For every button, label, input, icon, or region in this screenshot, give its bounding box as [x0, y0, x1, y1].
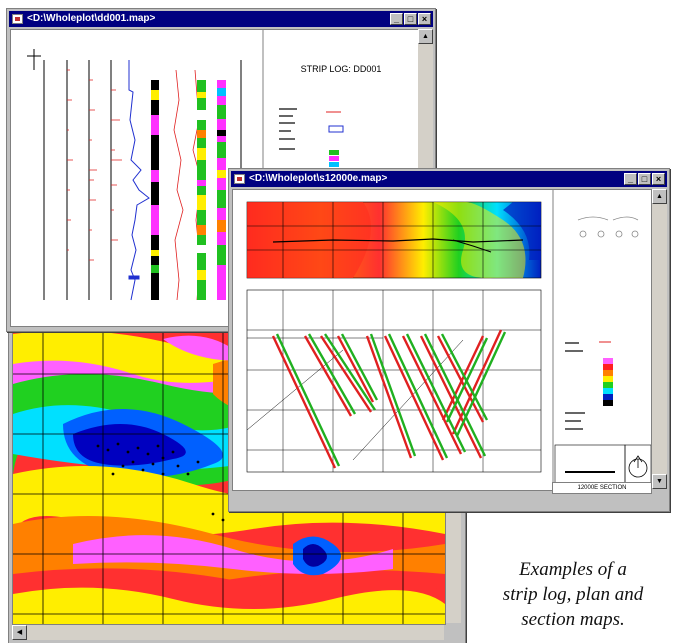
lithology-column-3: [217, 80, 226, 300]
section-maximize-button[interactable]: □: [638, 173, 651, 185]
plan-map-scroll-left-button[interactable]: ◀: [12, 625, 27, 640]
caption-line-2: strip log, plan and: [502, 584, 644, 605]
section-window: <D:\Wholeplot\s12000e.map> _ □ ×: [228, 168, 670, 512]
section-color-legend: [603, 358, 613, 406]
app-icon: [12, 14, 23, 24]
plan-map-horizontal-scrollbar[interactable]: ◀: [12, 625, 444, 640]
strip-log-minimize-button[interactable]: _: [390, 13, 403, 25]
strip-log-close-button[interactable]: ×: [418, 13, 431, 25]
section-image: [233, 190, 651, 490]
crosshair-cursor-icon: [27, 49, 41, 70]
lithology-column-1: [151, 80, 159, 300]
section-canvas[interactable]: [232, 189, 652, 491]
strip-log-scroll-up-button[interactable]: ▲: [418, 29, 433, 44]
strip-log-maximize-button[interactable]: □: [404, 13, 417, 25]
lithology-column-2: [197, 80, 206, 300]
section-scroll-down-button[interactable]: ▼: [652, 474, 667, 489]
drillhole-traces: [271, 329, 507, 469]
section-titlebar[interactable]: <D:\Wholeplot\s12000e.map> _ □ ×: [231, 171, 667, 187]
figure-caption: Examples of a strip log, plan and sectio…: [466, 557, 680, 632]
section-minimize-button[interactable]: _: [624, 173, 637, 185]
section-vertical-scrollbar[interactable]: ▲ ▼: [652, 189, 667, 489]
strip-log-window-title: <D:\Wholeplot\dd001.map>: [27, 13, 156, 24]
section-status-strip: 12000E SECTION: [552, 482, 652, 494]
section-scroll-up-button[interactable]: ▲: [652, 189, 667, 204]
caption-line-3: section maps.: [521, 609, 625, 630]
app-icon: [234, 174, 245, 184]
section-window-title: <D:\Wholeplot\s12000e.map>: [249, 173, 388, 184]
north-arrow-icon: [628, 455, 648, 478]
section-close-button[interactable]: ×: [652, 173, 665, 185]
strip-log-titlebar[interactable]: <D:\Wholeplot\dd001.map> _ □ ×: [9, 11, 433, 27]
section-footer-label: 12000E SECTION: [577, 485, 627, 491]
caption-line-1: Examples of a: [519, 559, 627, 580]
strip-log-heading: STRIP LOG: DD001: [301, 64, 382, 74]
